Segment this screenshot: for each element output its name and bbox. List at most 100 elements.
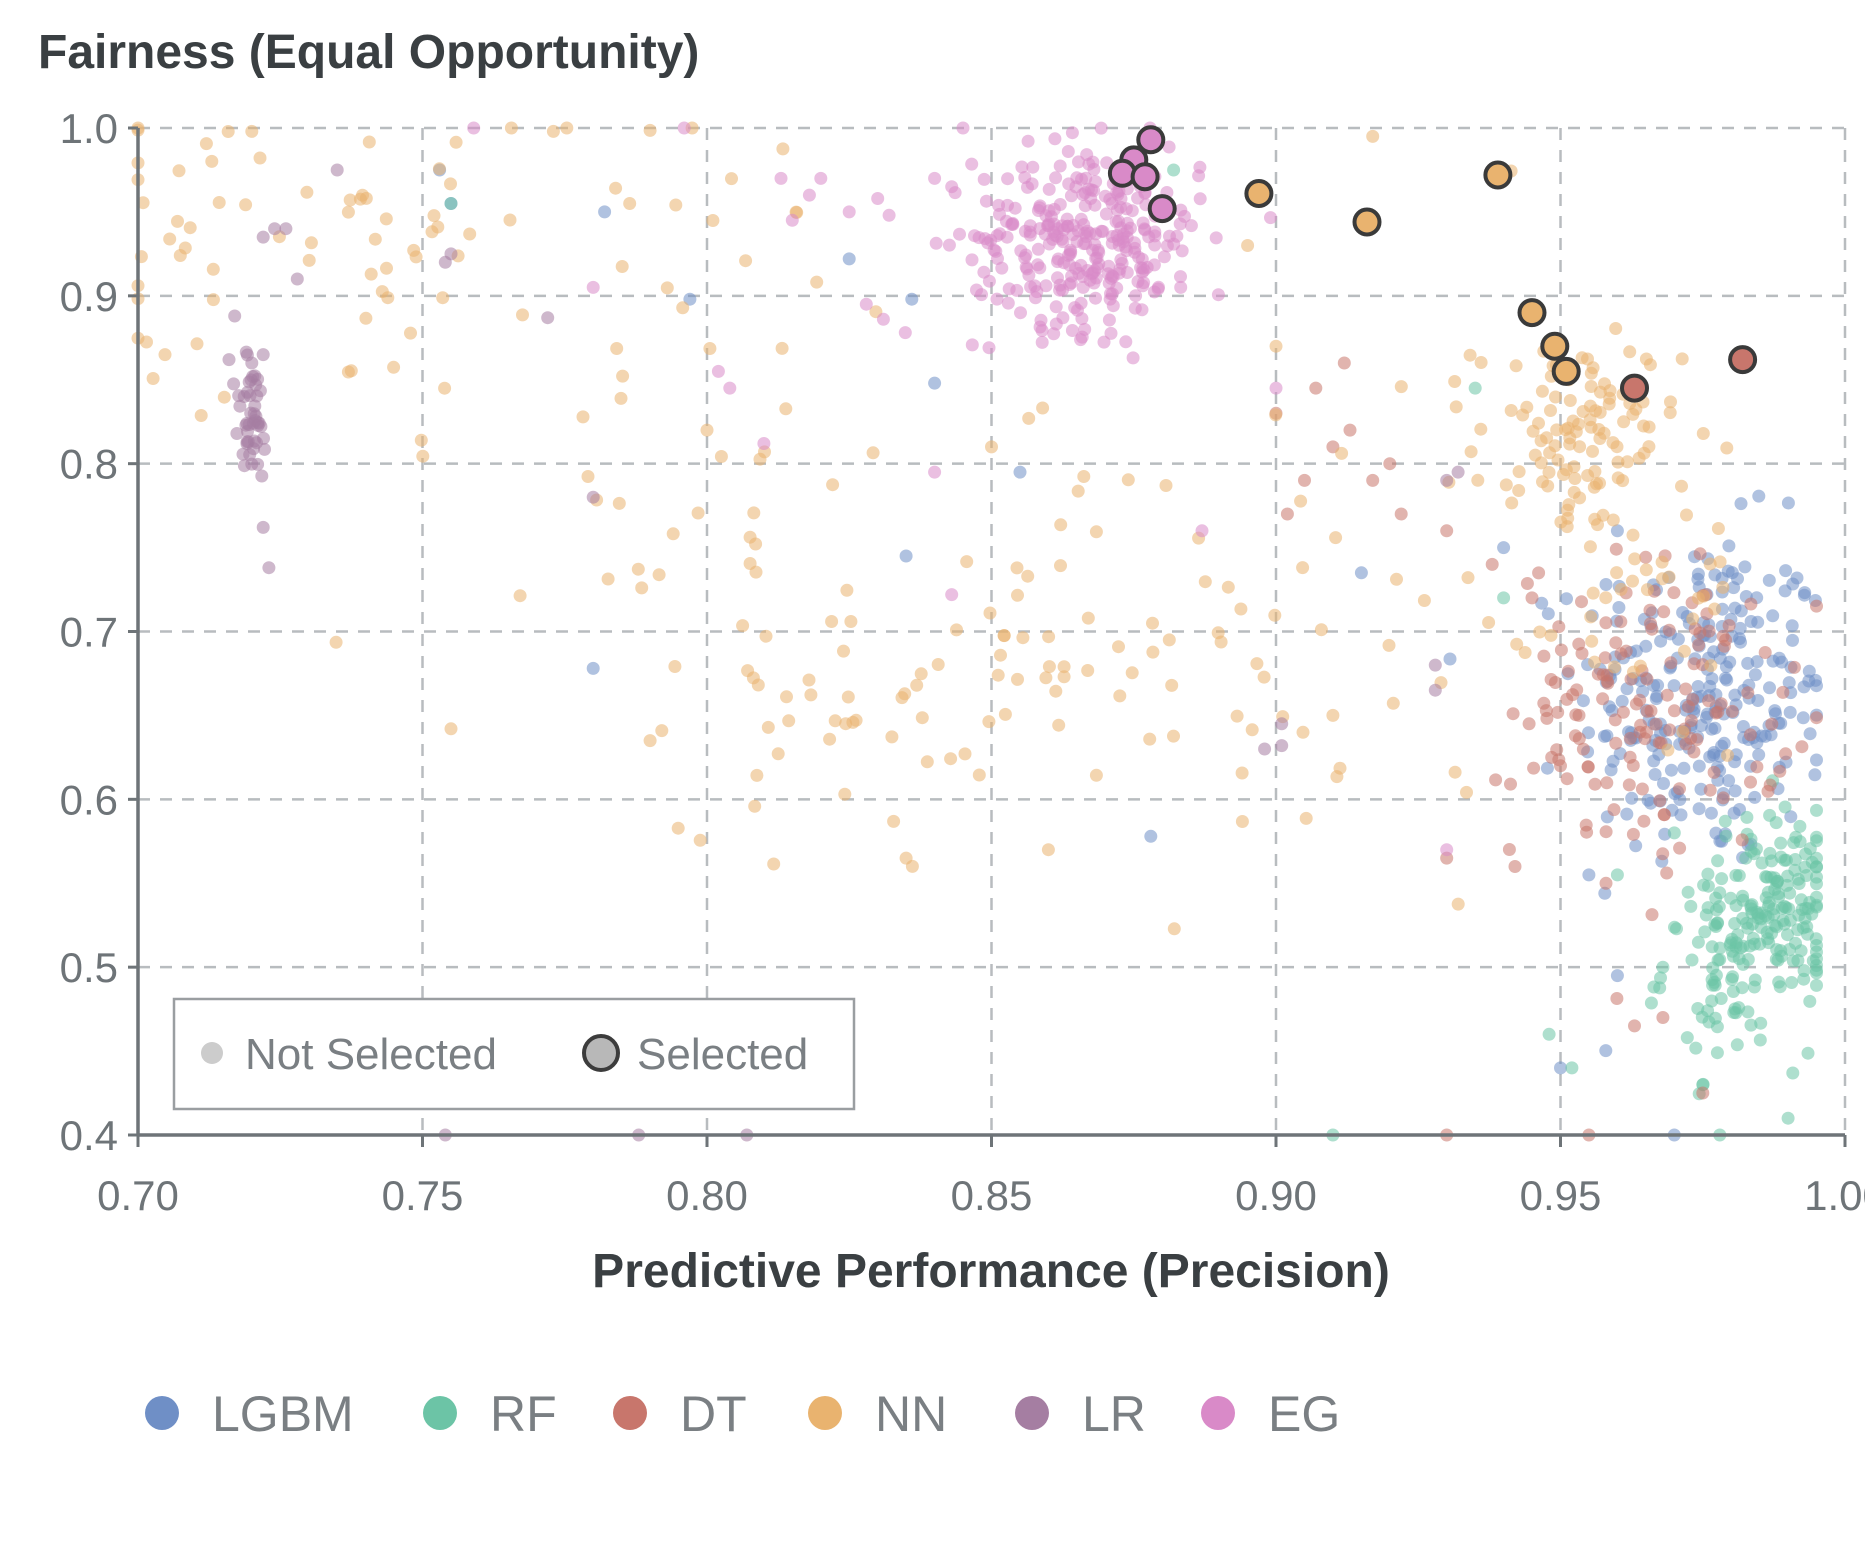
data-point-rf (1793, 819, 1807, 833)
data-point-dt (1667, 704, 1681, 718)
data-point-nn (866, 446, 880, 460)
data-point-lgbm (1599, 1044, 1613, 1058)
data-point-eg (1178, 209, 1191, 223)
data-point-lr (244, 373, 258, 387)
selected-point-nn[interactable] (1483, 160, 1513, 190)
legend-item-eg[interactable]: EG (1201, 1386, 1340, 1442)
data-point-lgbm (1766, 609, 1780, 623)
data-point-rf (1732, 869, 1746, 883)
selected-point-nn[interactable] (1352, 207, 1382, 237)
legend-item-lgbm[interactable]: LGBM (145, 1386, 354, 1442)
data-point-nn (1610, 440, 1624, 454)
data-point-nn (615, 260, 629, 273)
selected-point-eg[interactable] (1130, 162, 1160, 192)
data-point-eg (882, 208, 896, 222)
data-point-nn (691, 506, 705, 520)
data-point-nn (245, 124, 259, 138)
selected-point-dt[interactable] (1620, 373, 1649, 403)
data-point-rf (1783, 913, 1797, 927)
legend-item-rf[interactable]: RF (423, 1386, 557, 1442)
data-point-nn (1639, 563, 1653, 577)
selected-point-dt[interactable] (1728, 345, 1758, 375)
legend-swatch (145, 1396, 179, 1430)
data-point-nn (387, 360, 401, 374)
data-point-nn (985, 440, 998, 454)
data-point-lgbm (1762, 573, 1776, 587)
data-point-eg (945, 588, 959, 602)
data-point-eg (1021, 134, 1035, 148)
data-point-nn (1518, 646, 1532, 659)
selected-point-eg[interactable] (1147, 194, 1177, 224)
data-point-lgbm (1720, 673, 1734, 687)
data-point-eg (1264, 211, 1277, 225)
data-point-lr (230, 427, 244, 440)
data-point-nn (1314, 623, 1328, 637)
data-point-eg (1035, 335, 1049, 349)
data-point-eg (993, 207, 1006, 221)
legend-item-nn[interactable]: NN (808, 1386, 947, 1442)
selected-point-eg[interactable] (1136, 125, 1166, 155)
data-point-lgbm (1664, 763, 1678, 777)
data-point-nn (1054, 518, 1068, 532)
data-point-nn (1611, 471, 1625, 485)
x-axis-ticks: 0.70 0.75 0.80 0.85 0.90 0.95 1.00 (97, 1135, 1865, 1219)
data-point-lr (236, 447, 250, 461)
data-point-nn (997, 629, 1011, 642)
y-axis-ticks: 1.0 0.9 0.8 0.7 0.6 0.5 0.4 (60, 105, 138, 1159)
data-point-nn (356, 188, 369, 202)
data-point-dt (1485, 557, 1499, 571)
data-point-lr (255, 469, 269, 483)
legend-item-lr[interactable]: LR (1015, 1386, 1146, 1442)
data-point-nn (1593, 432, 1607, 445)
selected-point-nn[interactable] (1540, 331, 1570, 361)
data-point-nn (1661, 743, 1675, 757)
data-point-dt (1714, 697, 1728, 711)
data-point-lgbm (1649, 692, 1663, 706)
data-point-nn (1451, 897, 1465, 911)
legend-swatch (1015, 1396, 1049, 1430)
data-point-eg (1120, 266, 1134, 279)
data-point-rf (1753, 937, 1767, 951)
data-point-nn (1583, 413, 1597, 427)
data-point-nn (1042, 630, 1056, 644)
data-point-dt (1628, 1019, 1641, 1033)
data-point-eg (965, 157, 979, 171)
data-point-lgbm (1541, 607, 1555, 621)
selected-point-nn[interactable] (1551, 356, 1581, 386)
data-point-rf (1713, 941, 1727, 955)
data-point-eg (1080, 148, 1094, 162)
data-point-nn (1581, 469, 1595, 482)
data-point-eg (965, 338, 979, 352)
data-point-rf (1794, 893, 1808, 907)
data-point-dt (1575, 646, 1589, 660)
data-point-nn (1081, 611, 1095, 625)
data-point-lr (1275, 739, 1289, 753)
data-point-lgbm (1612, 601, 1626, 614)
data-point-nn (706, 214, 720, 227)
x-tick-label: 0.95 (1520, 1172, 1602, 1219)
data-point-dt (1554, 643, 1568, 657)
data-point-nn (1677, 644, 1691, 658)
data-point-nn (920, 755, 934, 769)
data-point-eg (1126, 351, 1140, 365)
data-point-eg (953, 227, 966, 241)
data-point-rf (1710, 1046, 1724, 1060)
data-point-nn (1052, 718, 1066, 732)
data-point-nn (217, 390, 231, 404)
data-point-nn (885, 730, 899, 744)
data-point-nn (436, 291, 450, 305)
data-point-nn (887, 814, 901, 828)
legend-item-dt[interactable]: DT (613, 1386, 747, 1442)
data-point-nn (1721, 748, 1734, 762)
selected-point-nn[interactable] (1244, 179, 1274, 208)
selected-point-nn[interactable] (1517, 298, 1547, 328)
data-point-eg (1070, 171, 1084, 185)
data-point-nn (1708, 602, 1722, 616)
data-point-dt (1610, 992, 1624, 1005)
data-point-rf (1810, 959, 1823, 972)
data-point-nn (1257, 670, 1271, 684)
data-point-dt (1506, 707, 1520, 721)
data-point-nn (771, 747, 785, 761)
data-point-eg (1006, 217, 1020, 231)
selected-points (1107, 125, 1758, 403)
